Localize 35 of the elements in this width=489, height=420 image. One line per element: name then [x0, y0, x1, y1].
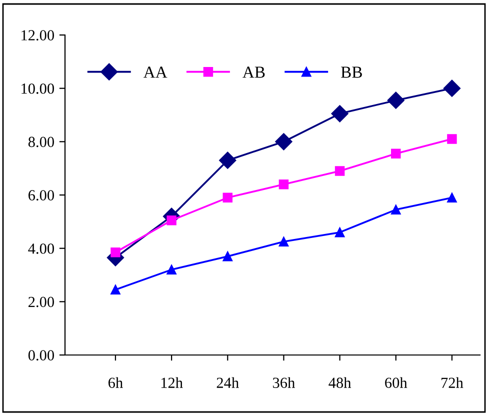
point: [110, 284, 120, 295]
point: [334, 166, 345, 176]
point: [166, 264, 176, 275]
y-tick-label: 4.00: [28, 243, 54, 254]
point: [278, 236, 289, 247]
point: [278, 179, 289, 190]
x-tick-label: 36h: [272, 377, 295, 388]
point: [391, 148, 401, 159]
point: [443, 80, 461, 97]
x-tick-label: 48h: [328, 377, 352, 388]
point: [219, 152, 236, 169]
point: [391, 204, 401, 215]
y-tick-label: 2.00: [28, 296, 54, 308]
point: [222, 251, 232, 262]
y-tick-label: 10.00: [22, 83, 54, 94]
y-tick-label: 12.00: [22, 30, 54, 41]
point: [447, 192, 457, 203]
point: [334, 227, 345, 238]
y-tick-label: 8.00: [28, 136, 54, 148]
point: [110, 247, 120, 258]
point: [331, 105, 348, 122]
x-tick-label: 60h: [385, 377, 408, 388]
point: [275, 133, 292, 150]
x-tick-label: 12h: [161, 377, 183, 388]
point: [447, 134, 457, 144]
legend-label: AB: [242, 66, 265, 78]
x-tick-label: 24h: [216, 377, 239, 388]
x-tick-label: 6h: [108, 377, 123, 388]
x-tick-label: 72h: [442, 377, 464, 388]
y-tick-label: 6.00: [28, 190, 54, 201]
y-tick-label: 0.00: [28, 350, 54, 361]
legend-label: BB: [341, 66, 362, 78]
point: [387, 92, 404, 109]
point: [222, 192, 232, 203]
legend-label: AA: [143, 66, 168, 78]
